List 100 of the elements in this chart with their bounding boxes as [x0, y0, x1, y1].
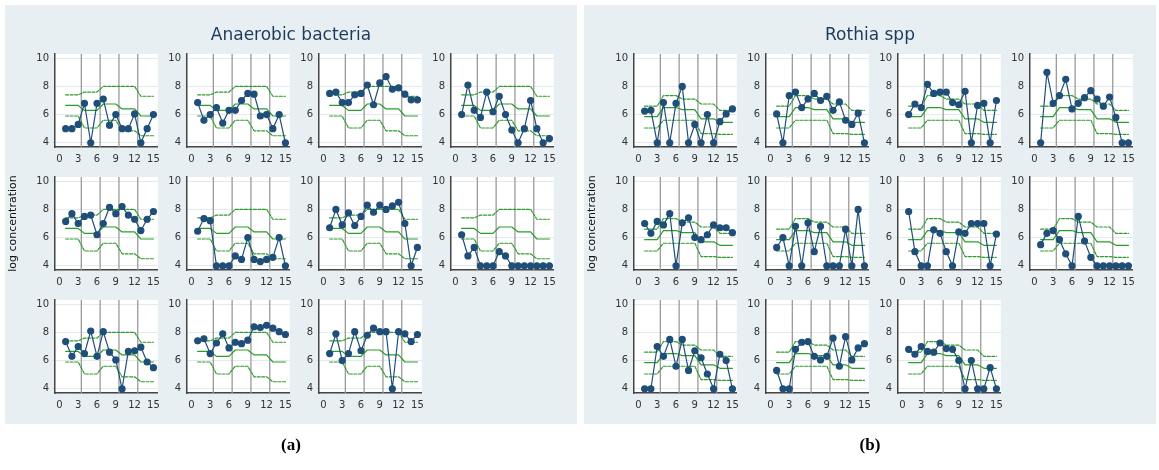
y-tick-label: 8 [753, 326, 760, 337]
y-tick-label: 10 [747, 174, 760, 186]
x-tick-label: 15 [726, 152, 739, 164]
y-tick-label: 6 [1017, 108, 1024, 120]
y-tick-label: 8 [1017, 80, 1024, 91]
y-tick-label: 8 [753, 80, 760, 91]
y-tick-label: 4 [753, 382, 760, 394]
x-tick-label: 12 [839, 398, 852, 410]
x-tick-label: 15 [279, 398, 292, 410]
x-tick-label: 9 [376, 152, 383, 164]
x-tick-label: 3 [1050, 152, 1057, 164]
x-tick-label: 0 [767, 152, 774, 164]
y-tick-label: 6 [42, 108, 49, 120]
x-tick-label: 12 [1103, 152, 1116, 164]
x-tick-label: 0 [635, 152, 642, 164]
x-tick-label: 15 [543, 152, 556, 164]
x-tick-label: 3 [918, 398, 925, 410]
y-tick-label: 10 [615, 297, 628, 309]
x-tick-label: 6 [93, 275, 101, 287]
y-tick-label: 10 [36, 297, 49, 309]
x-tick-label: 3 [786, 398, 793, 410]
y-tick-label: 4 [306, 259, 313, 271]
x-tick-label: 12 [839, 152, 852, 164]
x-tick-label: 0 [320, 152, 327, 164]
x-tick-label: 3 [471, 275, 478, 287]
y-tick-label: 4 [174, 259, 181, 271]
y-tick-label: 6 [174, 108, 181, 120]
y-tick-label: 4 [306, 382, 313, 394]
x-tick-label: 12 [1103, 275, 1116, 287]
x-tick-label: 12 [971, 152, 984, 164]
y-tick-label: 6 [42, 354, 49, 366]
x-tick-label: 12 [707, 275, 720, 287]
y-tick-label: 4 [438, 136, 445, 148]
x-tick-label: 15 [858, 152, 871, 164]
x-tick-label: 0 [320, 275, 327, 287]
x-tick-label: 6 [804, 275, 812, 287]
y-tick-label: 6 [306, 108, 313, 120]
y-tick-label: 10 [300, 51, 313, 63]
y-tick-label: 8 [306, 326, 313, 337]
x-tick-label: 12 [260, 398, 273, 410]
x-tick-label: 0 [56, 275, 63, 287]
x-tick-label: 6 [1068, 152, 1076, 164]
y-tick-label: 10 [36, 51, 49, 63]
x-tick-label: 15 [1122, 275, 1135, 287]
y-tick-label: 10 [432, 51, 445, 63]
x-tick-label: 9 [112, 398, 119, 410]
x-tick-label: 6 [93, 398, 101, 410]
y-axis-title: log concentration [585, 175, 599, 272]
y-tick-label: 4 [174, 136, 181, 148]
y-tick-label: 10 [747, 51, 760, 63]
x-tick-label: 12 [392, 152, 405, 164]
x-tick-label: 3 [75, 152, 82, 164]
y-tick-label: 10 [432, 174, 445, 186]
x-tick-label: 15 [411, 398, 424, 410]
x-tick-label: 15 [279, 152, 292, 164]
y-tick-label: 10 [300, 174, 313, 186]
x-tick-label: 15 [411, 275, 424, 287]
y-tick-label: 6 [885, 231, 892, 243]
y-tick-label: 8 [438, 80, 445, 91]
x-tick-label: 12 [128, 398, 141, 410]
x-tick-label: 0 [899, 152, 906, 164]
x-tick-label: 9 [376, 398, 383, 410]
x-tick-label: 9 [823, 152, 830, 164]
x-tick-label: 0 [188, 398, 195, 410]
x-tick-label: 6 [672, 398, 680, 410]
y-tick-label: 8 [885, 203, 892, 214]
text: (a) [281, 435, 301, 455]
x-tick-label: 12 [260, 275, 273, 287]
y-tick-label: 8 [885, 326, 892, 337]
y-tick-label: 8 [306, 203, 313, 214]
y-tick-label: 6 [753, 231, 760, 243]
x-tick-label: 3 [339, 152, 346, 164]
x-tick-label: 15 [726, 398, 739, 410]
y-tick-label: 10 [1011, 51, 1024, 63]
y-tick-label: 6 [885, 354, 892, 366]
y-tick-label: 10 [879, 297, 892, 309]
x-tick-label: 9 [823, 398, 830, 410]
x-tick-label: 0 [320, 398, 327, 410]
x-tick-label: 9 [508, 152, 515, 164]
y-tick-label: 6 [1017, 231, 1024, 243]
y-tick-label: 4 [1017, 259, 1024, 271]
x-tick-label: 15 [990, 398, 1003, 410]
x-tick-label: 9 [823, 275, 830, 287]
x-tick-label: 0 [188, 275, 195, 287]
x-tick-label: 3 [654, 152, 661, 164]
x-tick-label: 12 [971, 275, 984, 287]
x-tick-label: 9 [691, 275, 698, 287]
x-tick-label: 6 [672, 275, 680, 287]
y-tick-label: 6 [885, 108, 892, 120]
y-tick-label: 10 [300, 297, 313, 309]
y-tick-label: 4 [753, 136, 760, 148]
x-tick-label: 0 [767, 398, 774, 410]
y-axis-title: log concentration [6, 175, 20, 272]
x-tick-label: 6 [357, 398, 365, 410]
y-tick-label: 10 [168, 51, 181, 63]
x-tick-label: 3 [339, 275, 346, 287]
x-tick-label: 3 [654, 275, 661, 287]
y-tick-label: 8 [753, 203, 760, 214]
x-tick-label: 3 [786, 275, 793, 287]
y-tick-label: 8 [42, 80, 49, 91]
